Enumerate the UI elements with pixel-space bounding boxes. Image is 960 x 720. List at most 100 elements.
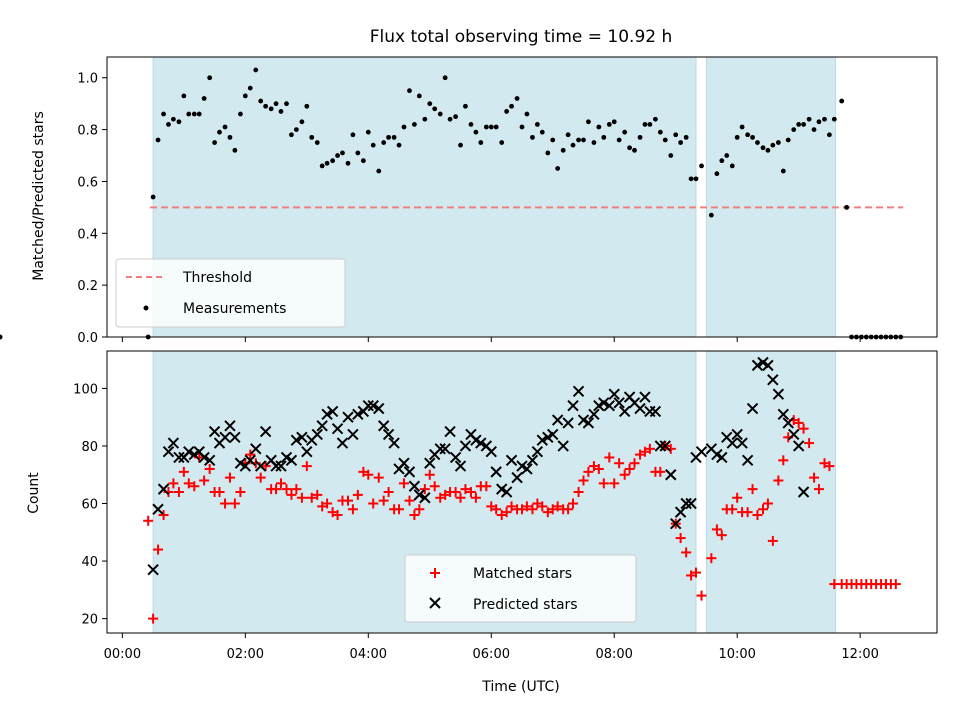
x-stroke-b <box>705 443 718 455</box>
bottom-predicted-stars-marker <box>454 460 467 472</box>
x-stroke-b <box>362 399 375 412</box>
x-stroke-b <box>567 399 579 412</box>
x-stroke-b <box>162 446 175 458</box>
top-measurements-point <box>796 122 802 127</box>
bottom-matched-stars-marker <box>301 461 312 472</box>
x-stroke-b <box>674 506 687 518</box>
bottom-matched-stars-marker <box>419 484 430 495</box>
bottom-matched-stars-marker <box>778 455 789 466</box>
bottom-predicted-stars-marker <box>695 446 708 458</box>
top-measurements-point <box>340 150 345 156</box>
x-stroke-b <box>659 440 671 452</box>
bottom-y-tick-label: 60 <box>81 498 98 513</box>
x-stroke-b <box>290 434 303 446</box>
bottom-predicted-stars-marker <box>316 420 328 432</box>
bottom-matched-stars-marker <box>742 507 753 518</box>
top-measurements-point <box>785 137 791 143</box>
x-stroke-b <box>449 451 462 464</box>
x-stroke-b <box>772 388 785 400</box>
bottom-matched-stars-marker <box>189 481 200 492</box>
bottom-matched-stars-marker <box>644 443 655 454</box>
bottom-matched-stars-marker <box>767 535 778 546</box>
x-stroke-b <box>321 408 333 421</box>
bottom-predicted-stars-marker <box>792 440 805 452</box>
bottom-matched-stars-marker <box>762 498 773 509</box>
top-measurements-point <box>632 147 637 153</box>
top-measurements-point <box>750 134 755 140</box>
top-measurements-point <box>699 163 704 169</box>
bottom-matched-stars-marker <box>681 547 692 558</box>
top-measurements-point <box>760 145 766 151</box>
x-stroke-b <box>685 497 697 510</box>
top-measurements-point <box>396 142 402 148</box>
top-measurements-point <box>539 129 545 135</box>
legend-top: Threshold Measurements <box>115 258 346 328</box>
bottom-matched-stars-marker <box>153 544 164 555</box>
bottom-predicted-stars-marker <box>331 422 344 435</box>
top-measurements-point <box>478 140 484 145</box>
bottom-matched-stars-marker <box>455 492 466 503</box>
bottom-predicted-stars-marker <box>413 489 426 501</box>
legend-matched-swatch <box>430 568 440 578</box>
bottom-predicted-stars-marker <box>290 434 303 446</box>
bottom-predicted-stars-marker <box>352 408 364 421</box>
top-measurements-point <box>212 140 217 145</box>
top-measurements-point <box>673 132 679 138</box>
bottom-predicted-stars-marker <box>751 359 764 372</box>
bottom-matched-stars-marker <box>809 472 820 483</box>
top-measurements-point <box>530 134 535 140</box>
x-stroke-b <box>516 460 528 472</box>
bottom-x-tick-label: 00:00 <box>104 647 141 662</box>
x-stroke-b <box>388 437 400 449</box>
bottom-predicted-stars-marker <box>229 431 241 444</box>
top-measurements-point <box>831 116 837 122</box>
top-measurements-point <box>217 129 222 135</box>
x-stroke-b <box>767 374 779 386</box>
x-stroke-b <box>669 517 682 530</box>
bottom-predicted-stars-marker <box>444 425 456 438</box>
x-stroke-b <box>485 446 497 458</box>
bottom-predicted-stars-marker <box>685 497 697 510</box>
x-stroke-b <box>265 454 277 467</box>
top-measurements-point <box>545 150 551 156</box>
bottom-matched-stars-marker <box>363 469 374 480</box>
bottom-matched-stars-marker <box>229 498 240 509</box>
bottom-predicted-stars-marker <box>659 440 671 452</box>
top-measurements-point <box>683 134 689 140</box>
bottom-predicted-stars-marker <box>419 492 431 504</box>
bottom-y-tick-label: 40 <box>81 555 98 570</box>
bottom-matched-stars-marker <box>521 501 532 512</box>
bottom-predicted-stars-marker <box>250 443 262 455</box>
bottom-predicted-stars-marker <box>490 466 502 478</box>
top-observing-window-2 <box>705 56 837 338</box>
bottom-predicted-stars-marker <box>536 434 548 446</box>
top-measurements-point <box>596 124 602 130</box>
bottom-matched-stars-marker <box>619 469 630 480</box>
bottom-predicted-stars-marker <box>500 486 513 498</box>
top-measurements-point <box>416 93 422 99</box>
bottom-matched-stars-marker <box>578 475 589 486</box>
bottom-matched-stars-marker <box>793 417 804 428</box>
bottom-matched-stars-marker <box>373 472 384 483</box>
top-measurements-point <box>299 119 305 125</box>
top-measurements-point <box>653 116 658 122</box>
bottom-predicted-stars-marker <box>408 480 421 492</box>
top-measurements-point <box>662 137 668 143</box>
top-measurements-point <box>739 124 745 130</box>
x-stroke-b <box>403 466 416 478</box>
bottom-predicted-stars-marker <box>475 437 487 449</box>
bottom-matched-stars-marker <box>537 501 548 512</box>
x-stroke-b <box>623 391 636 403</box>
bottom-predicted-stars-marker <box>669 517 682 530</box>
top-measurements-point <box>488 124 494 130</box>
bottom-matched-stars-marker <box>378 495 389 506</box>
x-stroke-b <box>459 440 472 452</box>
top-measurements-point <box>801 122 806 127</box>
x-stroke-b <box>316 420 328 432</box>
top-measurements-point <box>688 176 694 182</box>
x-stroke-b <box>250 443 262 455</box>
top-measurements-point <box>550 137 556 143</box>
bottom-predicted-stars-marker <box>741 454 754 467</box>
bottom-matched-stars-marker <box>158 510 169 521</box>
bottom-predicted-stars-marker <box>649 405 662 418</box>
